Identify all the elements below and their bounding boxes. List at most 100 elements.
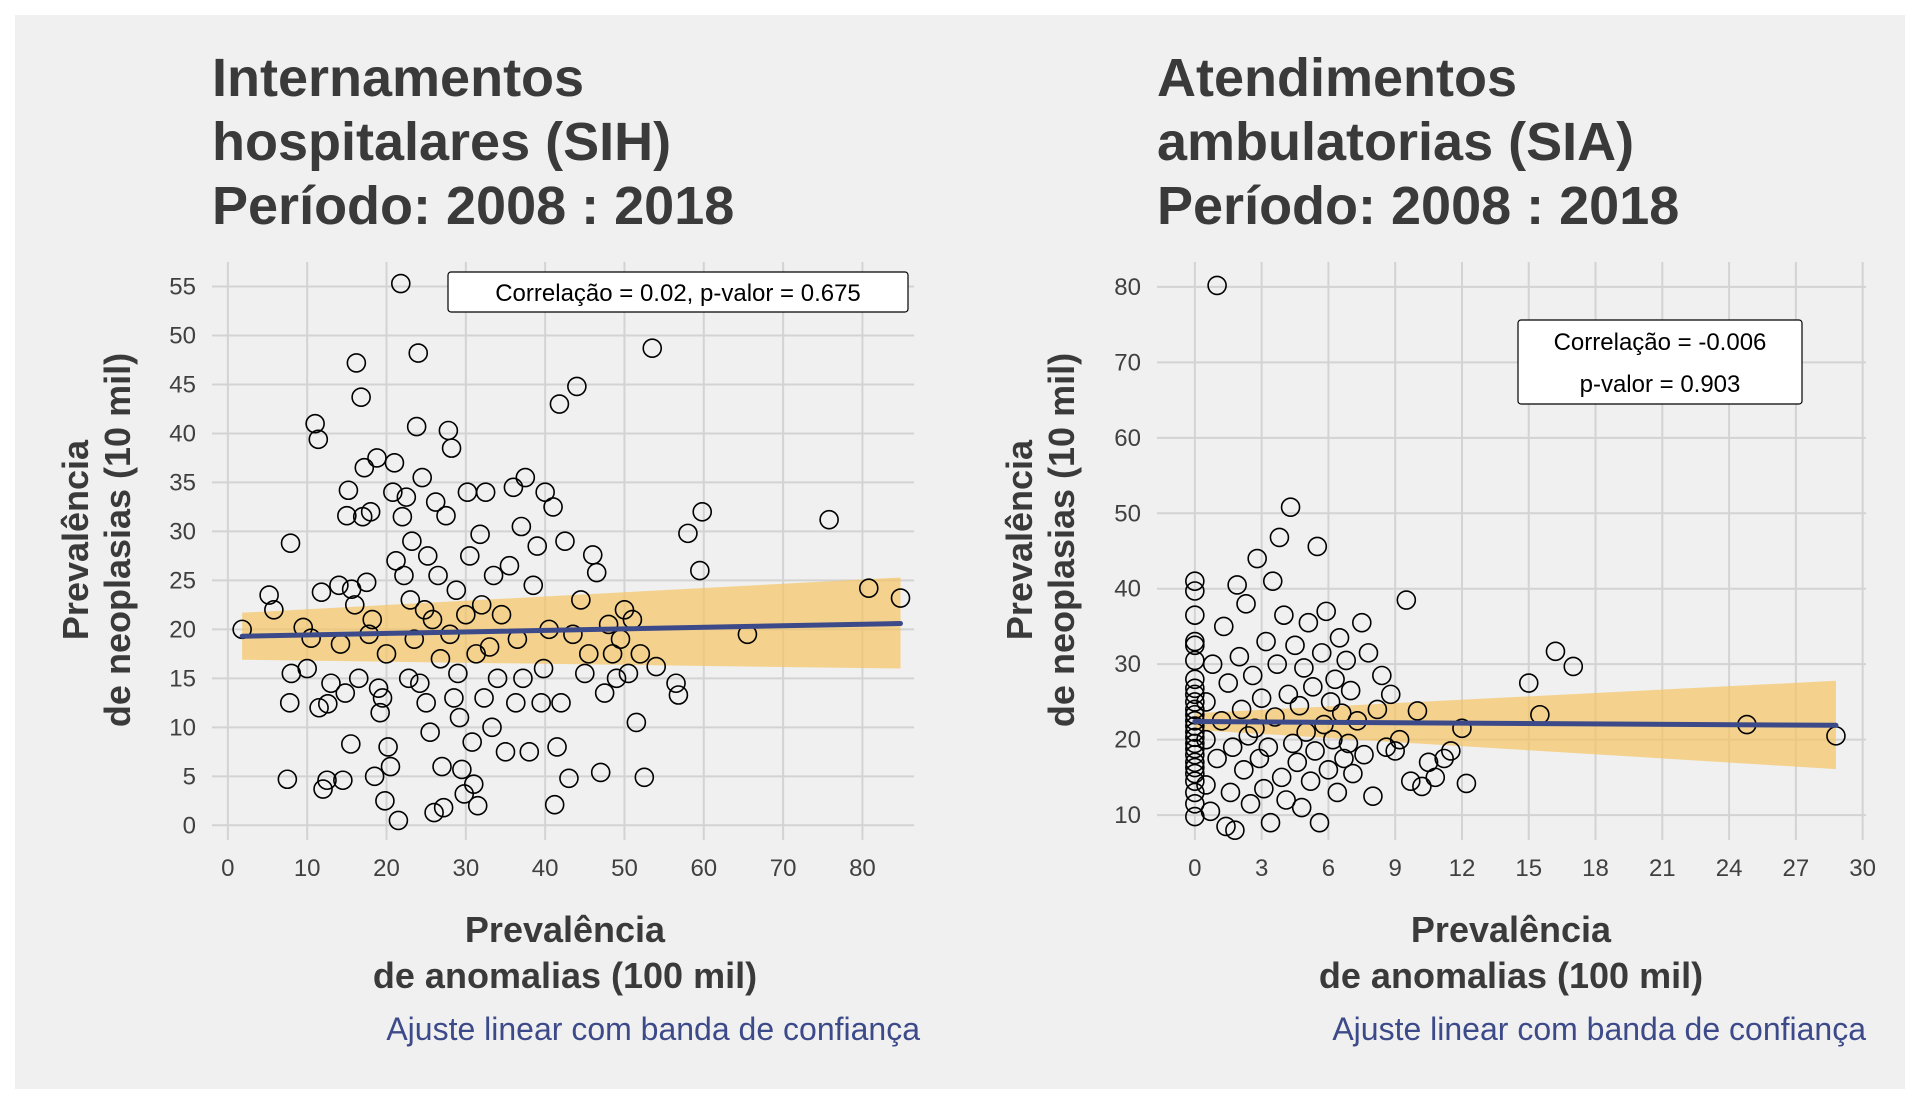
chart-1-point xyxy=(280,533,301,553)
chart-1-x-title-line-2: de anomalias (100 mil) xyxy=(373,955,757,996)
chart-2-annotation-line-1: Correlação = -0.006 xyxy=(1554,329,1767,356)
chart-2-point xyxy=(1249,748,1270,769)
chart-2-title-line-2: ambulatorias (SIA) xyxy=(1157,112,1634,172)
chart-1-point xyxy=(467,795,488,816)
chart-2-point xyxy=(1254,778,1274,799)
chart-1-point xyxy=(642,338,663,359)
chart-2-point xyxy=(1280,497,1301,518)
chart-1-confidence-band xyxy=(242,577,901,669)
chart-1-point xyxy=(519,742,540,762)
chart-2-point xyxy=(1220,782,1241,803)
chart-2-point xyxy=(1260,812,1281,833)
chart-2-x-tick-label: 18 xyxy=(1582,855,1609,882)
chart-1-point xyxy=(384,453,405,473)
chart-1-y-tick-label: 25 xyxy=(169,567,196,594)
chart-1-point xyxy=(417,546,438,566)
chart-2-y-tick-label: 10 xyxy=(1114,802,1141,829)
chart-2-point xyxy=(1274,605,1294,625)
chart-2-point xyxy=(1256,631,1276,652)
chart-1-point xyxy=(364,766,385,787)
chart-2-point xyxy=(1185,571,1205,591)
chart-2-point xyxy=(1251,688,1272,708)
chart-2-point xyxy=(1367,699,1388,720)
chart-1-point xyxy=(457,482,478,503)
chart-2-point xyxy=(1278,684,1299,705)
chart-1-point xyxy=(441,438,462,458)
chart-2-point xyxy=(1242,665,1263,686)
chart-2-y-title-line-1: Prevalência xyxy=(999,439,1040,640)
chart-1-point xyxy=(575,663,595,684)
chart-1-point xyxy=(279,693,300,713)
chart-2-point xyxy=(1236,594,1256,614)
chart-1-title-line-3: Período: 2008 : 2018 xyxy=(212,176,734,236)
chart-1-point xyxy=(567,376,587,397)
chart-1-point xyxy=(606,668,627,689)
chart-1-point xyxy=(428,565,448,586)
chart-2-point xyxy=(1218,673,1239,693)
chart-2-point xyxy=(1327,782,1348,803)
chart-2-point xyxy=(1563,656,1584,677)
chart-2-point xyxy=(1285,635,1305,656)
chart-1-point xyxy=(317,770,337,791)
chart-1-point xyxy=(392,506,413,527)
chart-1-y-title: Prevalência de neoplasias (10 mil) xyxy=(55,353,138,727)
chart-1-point xyxy=(456,604,476,625)
chart-2-point xyxy=(1185,699,1205,720)
chart-2-point xyxy=(1372,665,1392,686)
chart-1-point xyxy=(368,678,389,698)
chart-2-x-tick-label: 27 xyxy=(1783,855,1810,882)
chart-1-x-tick-label: 40 xyxy=(532,855,559,882)
chart-1-point xyxy=(313,779,333,799)
chart-2-point xyxy=(1289,695,1310,716)
chart-1-point xyxy=(495,742,516,762)
chart-1-point xyxy=(515,467,536,488)
chart-2-point xyxy=(1247,548,1267,569)
chart-1-point xyxy=(634,767,655,788)
chart-1-point xyxy=(555,531,575,552)
chart-2-point xyxy=(1385,741,1405,761)
chart-2-point xyxy=(1185,605,1205,625)
chart-2-points xyxy=(1185,275,1846,840)
chart-1-point xyxy=(311,582,332,602)
chart-2-y-tick-label: 80 xyxy=(1114,274,1141,301)
chart-1-point xyxy=(471,595,492,615)
chart-1-point xyxy=(483,565,504,586)
chart-1-point xyxy=(425,492,446,512)
chart-1-point xyxy=(470,524,490,545)
chart-2-x-tick-label: 24 xyxy=(1716,855,1743,882)
chart-1-x-tick-label: 80 xyxy=(849,855,876,882)
chart-1-point xyxy=(430,648,451,669)
chart-1-point xyxy=(402,531,422,552)
chart-2-point xyxy=(1240,793,1261,814)
chart-2-point xyxy=(1338,733,1359,754)
chart-2-point xyxy=(1325,669,1345,690)
chart-1-point xyxy=(375,791,395,811)
chart-1-point xyxy=(499,555,520,576)
chart-2-point xyxy=(1400,771,1421,791)
chart-2-x-tick-label: 15 xyxy=(1515,855,1542,882)
chart-2-point xyxy=(1216,816,1236,837)
chart-1-point xyxy=(410,673,430,694)
chart-1-point xyxy=(563,624,583,645)
chart-1-point xyxy=(396,487,417,507)
chart-2-y-tick-label: 60 xyxy=(1114,425,1141,452)
chart-2-point xyxy=(1545,641,1566,662)
chart-1-x-tick-label: 50 xyxy=(611,855,638,882)
chart-2-point xyxy=(1276,790,1296,810)
chart-2-point xyxy=(1265,707,1285,727)
chart-2-point xyxy=(1213,616,1234,637)
chart-1-point xyxy=(523,575,544,596)
chart-1-point xyxy=(531,693,551,713)
chart-1-point xyxy=(452,759,472,780)
chart-2-point xyxy=(1245,718,1265,739)
chart-2-x-tick-label: 3 xyxy=(1255,855,1268,882)
chart-2-point xyxy=(1329,627,1350,648)
chart-2-point xyxy=(1267,654,1288,674)
chart-1-point xyxy=(449,707,470,728)
chart-2-point xyxy=(1282,733,1303,754)
chart-1-point xyxy=(329,575,349,596)
chart-1-point xyxy=(482,717,502,738)
chart-1-point xyxy=(424,802,444,823)
chart-2-point xyxy=(1200,801,1221,822)
